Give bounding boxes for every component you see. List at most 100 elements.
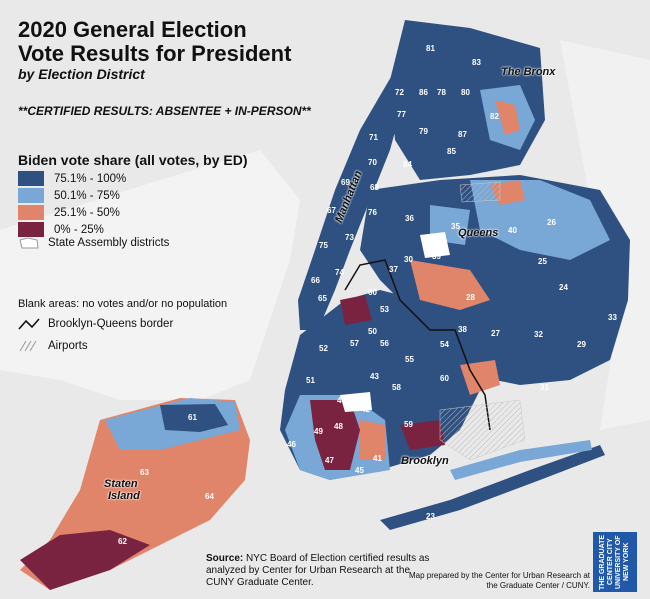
assembly-district-number: 55 — [405, 355, 414, 364]
assembly-district-number: 60 — [368, 288, 377, 297]
legend-swatch-75-100 — [18, 171, 44, 186]
assembly-district-number: 35 — [451, 222, 460, 231]
flushing-meadows-blank — [420, 232, 450, 258]
assembly-district-number: 45 — [355, 466, 364, 475]
assembly-district-number: 38 — [458, 325, 467, 334]
staten-island-northshore — [160, 404, 228, 432]
jfk-airport — [439, 399, 526, 461]
assembly-district-number: 44 — [337, 396, 346, 405]
assembly-label: State Assembly districts — [48, 237, 170, 249]
title-line-2: Vote Results for President — [18, 41, 292, 66]
airport-hatch-icon — [19, 340, 37, 352]
map-title: 2020 General Election Vote Results for P… — [18, 18, 291, 66]
assembly-district-number: 48 — [334, 422, 343, 431]
airports-label: Airports — [48, 340, 88, 352]
assembly-district-number: 26 — [547, 218, 556, 227]
assembly-district-number: 24 — [559, 283, 568, 292]
legend-swatch-50-75 — [18, 188, 44, 203]
blank-areas-note: Blank areas: no votes and/or no populati… — [18, 298, 228, 310]
legend-swatch-0-25 — [18, 222, 44, 237]
assembly-district-number: 31 — [540, 383, 549, 392]
assembly-district-number: 39 — [432, 252, 441, 261]
legend-title: Biden vote share (all votes, by ED) — [18, 152, 248, 168]
assembly-district-number: 76 — [368, 208, 377, 217]
legend-label: 25.1% - 50% — [54, 206, 120, 219]
manhattan-area — [298, 70, 405, 330]
assembly-district-number: 43 — [370, 372, 379, 381]
brooklyn-label: Brooklyn — [401, 455, 449, 467]
assembly-district-icon — [19, 237, 39, 249]
assembly-district-number: 51 — [306, 376, 315, 385]
laguardia-airport — [459, 181, 501, 203]
assembly-district-number: 67 — [327, 206, 336, 215]
assembly-district-number: 68 — [370, 183, 379, 192]
assembly-district-number: 80 — [461, 88, 470, 97]
border-label: Brooklyn-Queens border — [48, 318, 174, 330]
staten-island-label-line-2: Island — [108, 490, 140, 502]
assembly-district-number: 66 — [311, 276, 320, 285]
assembly-district-number: 53 — [380, 305, 389, 314]
assembly-district-number: 77 — [397, 110, 406, 119]
assembly-district-number: 74 — [335, 268, 344, 277]
queens-label: Queens — [458, 227, 499, 239]
assembly-district-number: 85 — [447, 147, 456, 156]
border-line-icon — [18, 318, 40, 330]
assembly-district-number: 75 — [319, 241, 328, 250]
assembly-district-number: 81 — [426, 44, 435, 53]
cuny-logo: THE GRADUATE CENTER CITY UNIVERSITY OF N… — [593, 532, 637, 592]
certified-note: **CERTIFIED RESULTS: ABSENTEE + IN-PERSO… — [18, 104, 311, 118]
legend-item: 0% - 25% — [18, 221, 126, 238]
assembly-district-number: 64 — [205, 492, 214, 501]
assembly-district-number: 59 — [404, 420, 413, 429]
assembly-district-number: 28 — [466, 293, 475, 302]
cuny-logo-text: THE GRADUATE CENTER CITY UNIVERSITY OF N… — [599, 534, 630, 590]
assembly-district-number: 72 — [395, 88, 404, 97]
assembly-district-number: 32 — [534, 330, 543, 339]
assembly-district-number: 63 — [140, 468, 149, 477]
bronx-red-area — [495, 100, 520, 135]
brooklyn-williamsburg-area — [340, 295, 372, 325]
assembly-district-number: 57 — [350, 339, 359, 348]
assembly-district-number: 50 — [368, 327, 377, 336]
staten-island-label-line-1: Staten — [104, 478, 138, 490]
legend-label: 50.1% - 75% — [54, 189, 120, 202]
assembly-district-number: 52 — [319, 344, 328, 353]
assembly-district-number: 47 — [325, 456, 334, 465]
border-legend: Brooklyn-Queens border — [18, 318, 173, 330]
airports-legend: Airports — [18, 339, 88, 353]
assembly-district-number: 60 — [440, 374, 449, 383]
prospect-park-blank — [340, 392, 372, 412]
legend-label: 75.1% - 100% — [54, 172, 127, 185]
assembly-district-number: 40 — [508, 226, 517, 235]
rockaway-blue — [450, 440, 592, 480]
assembly-district-number: 84 — [403, 160, 412, 169]
staten-island-south — [20, 530, 150, 590]
assembly-district-number: 54 — [440, 340, 449, 349]
assembly-district-number: 69 — [341, 178, 350, 187]
assembly-district-number: 58 — [392, 383, 401, 392]
assembly-district-number: 37 — [389, 265, 398, 274]
assembly-district-number: 34 — [428, 238, 437, 247]
assembly-district-number: 61 — [188, 413, 197, 422]
assembly-district-number: 36 — [405, 214, 414, 223]
source-note: Source: NYC Board of Election certified … — [206, 553, 436, 589]
assembly-district-number: 78 — [437, 88, 446, 97]
new-jersey-land — [0, 150, 300, 400]
brooklyn-east-maroon — [400, 420, 445, 450]
assembly-district-number: 83 — [472, 58, 481, 67]
source-text: NYC Board of Election certified results … — [206, 553, 430, 588]
assembly-district-number: 41 — [373, 454, 382, 463]
legend-swatch-25-50 — [18, 205, 44, 220]
assembly-district-number: 56 — [380, 339, 389, 348]
assembly-district-number: 87 — [458, 130, 467, 139]
assembly-district-number: 82 — [490, 112, 499, 121]
assembly-district-number: 79 — [419, 127, 428, 136]
assembly-district-number: 86 — [419, 88, 428, 97]
assembly-legend: State Assembly districts — [18, 236, 169, 250]
assembly-district-number: 25 — [538, 257, 547, 266]
legend-item: 75.1% - 100% — [18, 170, 126, 187]
legend: 75.1% - 100% 50.1% - 75% 25.1% - 50% 0% … — [18, 170, 126, 238]
assembly-district-number: 65 — [318, 294, 327, 303]
assembly-district-number: 70 — [368, 158, 377, 167]
